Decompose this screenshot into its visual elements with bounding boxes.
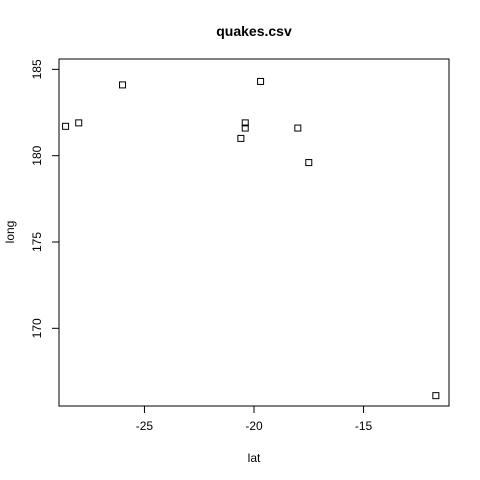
data-point-7: [294, 124, 302, 132]
data-point-6: [257, 77, 265, 85]
data-point-5: [241, 124, 249, 132]
data-point-9: [432, 392, 440, 400]
chart-title: quakes.csv: [216, 23, 292, 39]
y-axis-label: long: [3, 221, 17, 244]
data-point-3: [237, 134, 245, 142]
y-tick-label-2: 180: [30, 145, 44, 165]
data-point-4: [241, 119, 249, 127]
y-tick-label-0: 170: [30, 318, 44, 338]
y-tick-label-1: 175: [30, 232, 44, 252]
y-tick-label-3: 185: [30, 59, 44, 79]
data-point-0: [62, 122, 70, 130]
data-point-2: [119, 81, 127, 89]
x-tick-label-2: -15: [355, 419, 373, 433]
data-point-1: [75, 119, 83, 127]
data-point-8: [305, 159, 313, 167]
x-axis-label: lat: [248, 451, 261, 465]
x-tick-label-1: -20: [245, 419, 263, 433]
y-axis: 170 175 180 185: [30, 59, 59, 338]
x-axis: -25 -20 -15: [136, 406, 373, 433]
x-tick-label-0: -25: [136, 419, 154, 433]
plot-frame: [58, 58, 450, 407]
data-points: [62, 77, 440, 400]
